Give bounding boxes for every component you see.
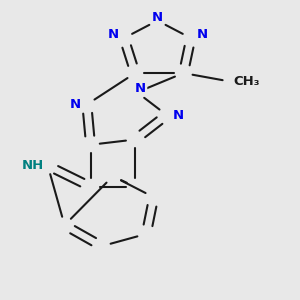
Text: N: N — [135, 82, 146, 95]
Text: N: N — [152, 11, 163, 24]
Text: N: N — [107, 28, 118, 41]
Text: NH: NH — [22, 159, 44, 172]
Text: N: N — [70, 98, 81, 111]
Text: CH₃: CH₃ — [233, 75, 260, 88]
Text: N: N — [196, 28, 208, 41]
Text: N: N — [172, 109, 183, 122]
